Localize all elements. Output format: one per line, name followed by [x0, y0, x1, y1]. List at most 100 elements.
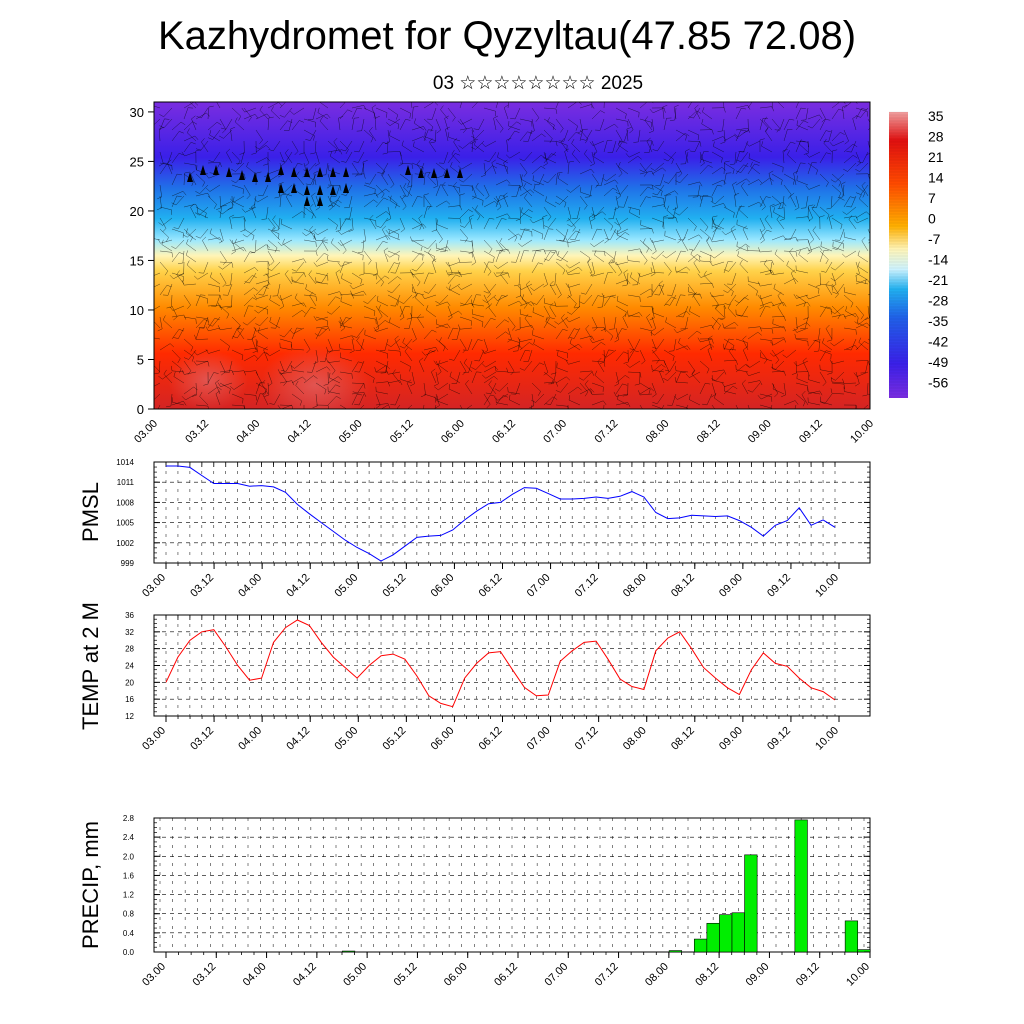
time-tick-label: 04.00 [236, 572, 264, 600]
y-tick-label: 1008 [116, 498, 134, 507]
time-tick-label: 09.12 [765, 572, 793, 600]
warm-core [260, 345, 370, 409]
time-tick-label: 05.12 [392, 961, 420, 989]
precip-panel: 2.8 2.4 2.0 1.6 1.2 0.8 0.4 0.0 PRECIP, mm 03.0… [78, 814, 872, 989]
time-tick-label: 06.00 [429, 572, 457, 600]
precip-bar [744, 854, 758, 953]
time-tick-label: 05.00 [332, 572, 360, 600]
y-tick-label: 0.0 [123, 948, 135, 957]
cross-section-panel: 0 5 10 15 20 25 30 03.00 03.12 04.00 04.12 05.00 05… [130, 101, 876, 446]
time-tick-label: 09.00 [717, 572, 745, 600]
y-tick-label: 999 [121, 559, 135, 568]
wind-flag-marker [278, 183, 284, 193]
colorbar-label: -14 [928, 252, 948, 268]
precip-bar [719, 914, 733, 953]
precip-bar [693, 938, 708, 953]
time-tick-label: 08.12 [695, 418, 723, 446]
y-tick-label: 1.6 [123, 871, 135, 880]
time-tick-label: 07.00 [541, 418, 569, 446]
y-tick-label: 1.2 [123, 891, 135, 900]
y-tick-label: 1005 [116, 519, 134, 528]
temp-ylabel: TEMP at 2 M [78, 602, 103, 730]
time-tick-label: 08.12 [669, 725, 697, 753]
time-tick-label: 09.12 [797, 418, 825, 446]
colorbar-label: -21 [928, 272, 948, 288]
wind-flag-marker [239, 170, 245, 180]
time-tick-label: 03.00 [140, 572, 168, 600]
precip-bar [731, 912, 745, 953]
time-tick-label: 06.00 [442, 961, 470, 989]
precip-bar [341, 950, 356, 953]
height-tick-label: 0 [137, 402, 144, 417]
y-tick-label: 36 [125, 611, 134, 620]
y-tick-label: 0.8 [123, 910, 135, 919]
time-axis-top: 03.00 03.12 04.00 04.12 05.00 05.12 06.00 06.12… [132, 418, 876, 446]
time-tick-label: 06.00 [429, 725, 457, 753]
height-tick-label: 30 [130, 105, 144, 120]
time-tick-label: 08.12 [669, 572, 697, 600]
colorbar-label: -42 [928, 334, 948, 350]
time-tick-label: 07.00 [542, 961, 570, 989]
y-tick-label: 12 [125, 712, 134, 721]
time-tick-label: 05.12 [381, 572, 409, 600]
y-tick-label: 32 [125, 628, 134, 637]
time-tick-label: 10.00 [813, 572, 841, 600]
wind-flag-marker [317, 167, 323, 177]
y-tick-label: 0.4 [123, 929, 135, 938]
wind-flag-marker [405, 165, 411, 175]
pmsl-axis: 1014 1011 1008 1005 1002 999 [116, 458, 870, 568]
time-tick-label: 03.12 [188, 725, 216, 753]
chart-title: Kazhydromet for Qyzyltau(47.85 72.08) [157, 14, 857, 58]
temperature-field [154, 102, 870, 409]
wind-flag-marker [291, 183, 297, 193]
colorbar: 35 28 21 14 7 0 -7 -14 -21 -28 -35 -42 -49 -56 [889, 108, 948, 398]
y-tick-label: 24 [125, 662, 134, 671]
precip-bar [794, 819, 808, 953]
pmsl-ylabel: PMSL [78, 482, 103, 542]
time-tick-label: 03.00 [132, 418, 160, 446]
time-tick-label: 07.00 [525, 725, 553, 753]
precip-bar [706, 922, 720, 953]
time-tick-label: 07.12 [593, 961, 621, 989]
wind-flag-marker [343, 183, 349, 193]
time-tick-label: 08.00 [643, 961, 671, 989]
time-tick-label: 03.00 [140, 961, 168, 989]
colorbar-label: -56 [928, 375, 948, 391]
time-tick-label: 06.00 [439, 418, 467, 446]
time-tick-label: 04.12 [286, 418, 314, 446]
wind-flag-marker [304, 185, 310, 195]
time-tick-label: 10.00 [844, 961, 872, 989]
time-tick-label: 07.12 [573, 725, 601, 753]
time-tick-label: 10.00 [848, 418, 876, 446]
colorbar-ramp [889, 112, 908, 398]
time-tick-label: 07.12 [573, 572, 601, 600]
wind-flag-marker [187, 172, 193, 182]
y-tick-label: 2.4 [123, 833, 135, 842]
precip-ylabel: PRECIP, mm [78, 821, 103, 949]
colorbar-label: -49 [928, 354, 948, 370]
colorbar-labels: 35 28 21 14 7 0 -7 -14 -21 -28 -35 -42 -49 -56 [928, 108, 948, 391]
time-tick-label: 09.00 [744, 961, 772, 989]
wind-flag-marker [304, 167, 310, 177]
pmsl-frame [153, 461, 871, 564]
wind-flag-marker [431, 168, 437, 178]
colorbar-label: -35 [928, 313, 948, 329]
wind-flag-marker [213, 165, 219, 175]
precip-bars [341, 819, 871, 953]
time-axis-precip: 03.00 03.12 04.00 04.12 05.00 05.12 06.00 06.12… [140, 952, 872, 989]
time-tick-label: 04.00 [236, 725, 264, 753]
colorbar-label: 21 [928, 149, 944, 165]
precip-bar [668, 950, 683, 953]
time-tick-label: 05.00 [332, 725, 360, 753]
time-tick-label: 10.00 [813, 725, 841, 753]
temp-panel: 36 32 28 24 20 16 12 TEMP at 2 M 03.00 03.12 04.… [78, 602, 871, 753]
colorbar-label: 7 [928, 190, 936, 206]
time-tick-label: 06.12 [477, 572, 505, 600]
colorbar-label: -28 [928, 293, 948, 309]
time-axis-temp: 03.00 03.12 04.00 04.12 05.00 05.12 06.00 06.12… [140, 716, 841, 753]
time-tick-label: 03.12 [188, 572, 216, 600]
time-tick-label: 07.00 [525, 572, 553, 600]
pmsl-series-line [166, 465, 836, 562]
